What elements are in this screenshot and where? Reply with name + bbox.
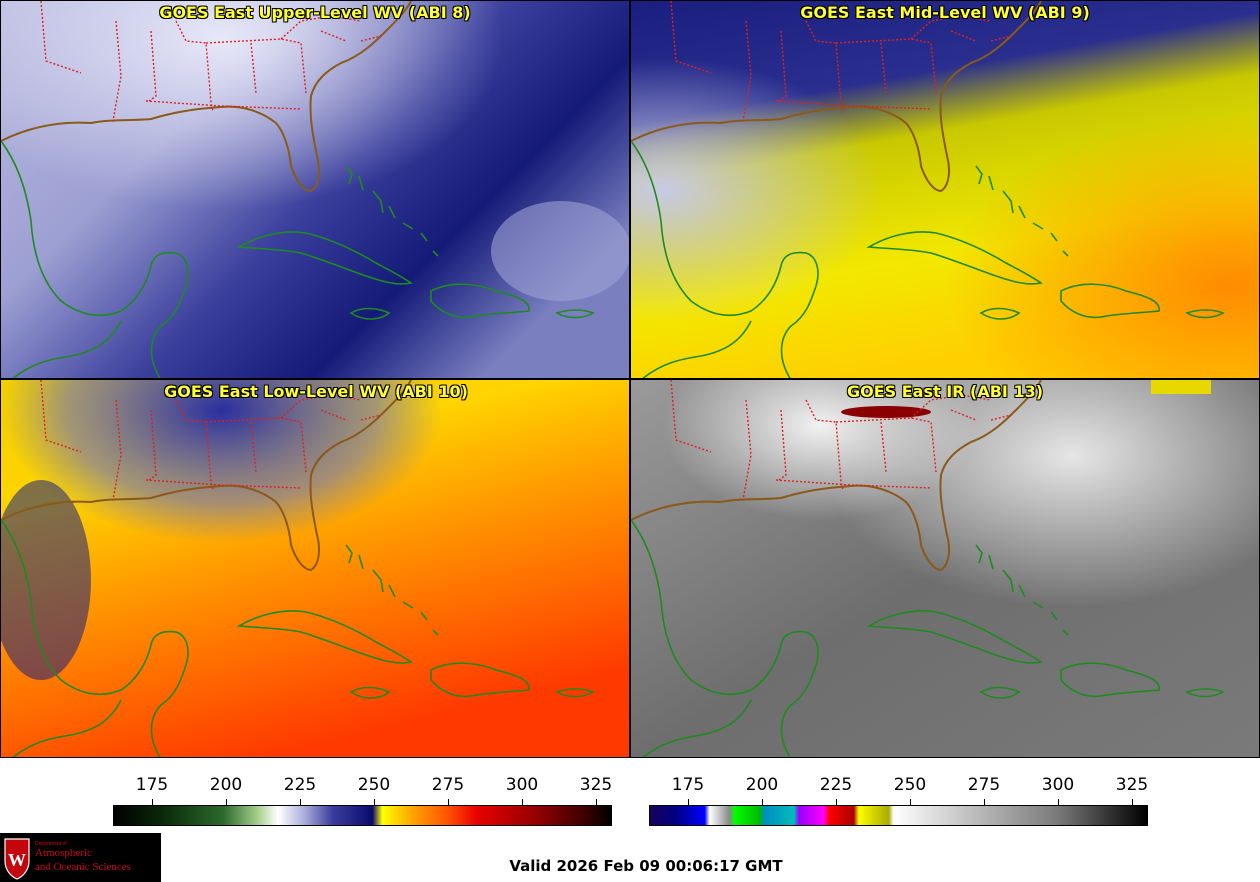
wv-tick-mark	[448, 799, 449, 805]
wv-tick-label: 175	[135, 775, 169, 795]
upper-level-wv-title: GOES East Upper-Level WV (ABI 8)	[159, 3, 471, 22]
ir-tick-mark	[836, 799, 837, 805]
ir-tick-label: 325	[1115, 775, 1149, 795]
ir-tick-label: 250	[893, 775, 927, 795]
upper-level-wv-panel: GOES East Upper-Level WV (ABI 8)	[0, 0, 630, 379]
ir-tick-label: 200	[745, 775, 779, 795]
valid-time: Valid 2026 Feb 09 00:06:17 GMT	[509, 857, 783, 875]
wv-tick-label: 200	[209, 775, 243, 795]
ir-tick-label: 175	[671, 775, 705, 795]
aos-logo: W Department of Atmospheric and Oceanic …	[0, 833, 161, 882]
low-level-wv-image	[1, 380, 629, 757]
wv-tick-label: 275	[431, 775, 465, 795]
low-level-wv-panel: GOES East Low-Level WV (ABI 10)	[0, 379, 630, 758]
wv-colorbar	[113, 805, 612, 826]
wv-tick-label: 225	[283, 775, 317, 795]
ir-colorbar	[649, 805, 1148, 826]
upper-level-wv-image	[1, 1, 629, 378]
wv-tick-mark	[152, 799, 153, 805]
mid-level-wv-title: GOES East Mid-Level WV (ABI 9)	[800, 3, 1090, 22]
ir-tick-label: 300	[1041, 775, 1075, 795]
wv-tick-mark	[374, 799, 375, 805]
ir-tick-mark	[910, 799, 911, 805]
mid-level-wv-image	[631, 1, 1259, 378]
logo-line2: and Oceanic Sciences	[35, 861, 131, 873]
ir-tick-mark	[1132, 799, 1133, 805]
logo-dept: Department of	[35, 841, 67, 847]
logo-line1: Atmospheric	[35, 847, 92, 859]
ir-tick-mark	[984, 799, 985, 805]
ir-tick-mark	[688, 799, 689, 805]
ir-tick-mark	[762, 799, 763, 805]
uw-crest-icon: W	[4, 838, 30, 880]
wv-tick-label: 325	[579, 775, 613, 795]
wv-tick-mark	[300, 799, 301, 805]
wv-tick-mark	[596, 799, 597, 805]
ir-title: GOES East IR (ABI 13)	[846, 382, 1044, 401]
wv-tick-mark	[226, 799, 227, 805]
wv-tick-label: 250	[357, 775, 391, 795]
ir-tick-label: 225	[819, 775, 853, 795]
wv-tick-mark	[522, 799, 523, 805]
mid-level-wv-panel: GOES East Mid-Level WV (ABI 9)	[630, 0, 1260, 379]
ir-panel: GOES East IR (ABI 13)	[630, 379, 1260, 758]
ir-tick-label: 275	[967, 775, 1001, 795]
svg-text:W: W	[8, 850, 26, 870]
ir-tick-mark	[1058, 799, 1059, 805]
ir-image	[631, 380, 1259, 757]
low-level-wv-title: GOES East Low-Level WV (ABI 10)	[164, 382, 468, 401]
wv-tick-label: 300	[505, 775, 539, 795]
